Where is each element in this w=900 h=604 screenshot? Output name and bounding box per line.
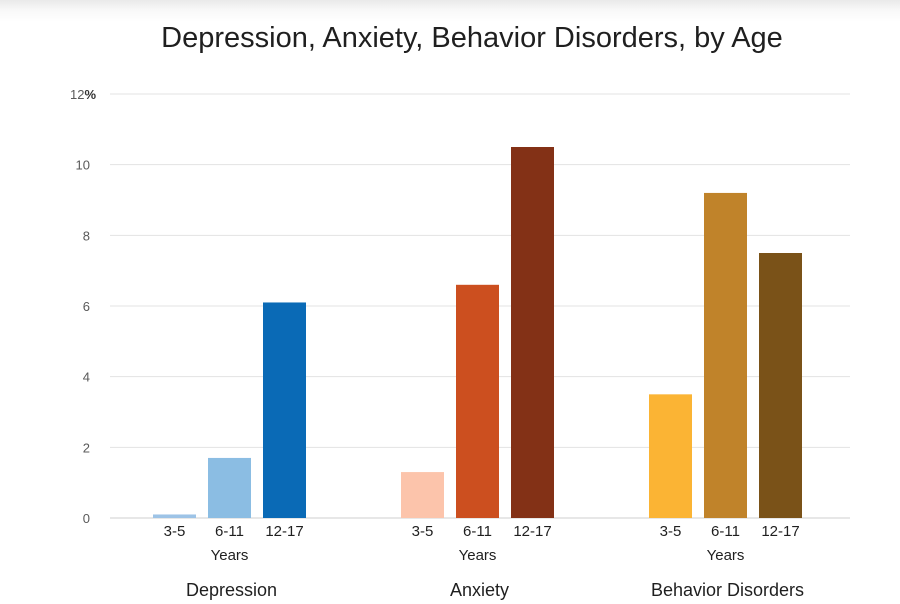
- bar: [649, 394, 692, 518]
- y-tick-label: 8: [83, 228, 90, 243]
- category-label: 12-17: [265, 523, 303, 540]
- bar: [759, 253, 802, 518]
- category-sublabel: Years: [211, 547, 249, 564]
- y-tick-label: 4: [83, 370, 90, 385]
- category-label: 3-5: [164, 523, 186, 540]
- category-label: 6-11: [463, 523, 492, 540]
- category-sublabel: Years: [459, 547, 497, 564]
- group-label: Depression: [186, 580, 277, 600]
- bar: [511, 147, 554, 518]
- category-label: 6-11: [711, 523, 740, 540]
- bar: [153, 514, 196, 518]
- category-label: 3-5: [660, 523, 682, 540]
- y-tick-label: 10: [76, 158, 90, 173]
- category-sublabel: Years: [707, 547, 745, 564]
- bar: [456, 284, 499, 518]
- bar: [208, 457, 251, 518]
- y-unit-label: %: [84, 87, 96, 102]
- y-tick-label: 2: [83, 440, 90, 455]
- bar: [704, 192, 747, 518]
- bar: [263, 302, 306, 518]
- category-label: 12-17: [761, 523, 799, 540]
- category-label: 6-11: [215, 523, 244, 540]
- category-label: 12-17: [513, 523, 551, 540]
- chart-title: Depression, Anxiety, Behavior Disorders,…: [161, 22, 783, 54]
- category-label: 3-5: [412, 523, 434, 540]
- group-label: Anxiety: [450, 580, 509, 600]
- group-label: Behavior Disorders: [651, 580, 804, 600]
- y-tick-label: 0: [83, 511, 90, 526]
- y-tick-label: 12%: [70, 87, 96, 102]
- bar: [401, 472, 444, 518]
- y-tick-label: 6: [83, 299, 90, 314]
